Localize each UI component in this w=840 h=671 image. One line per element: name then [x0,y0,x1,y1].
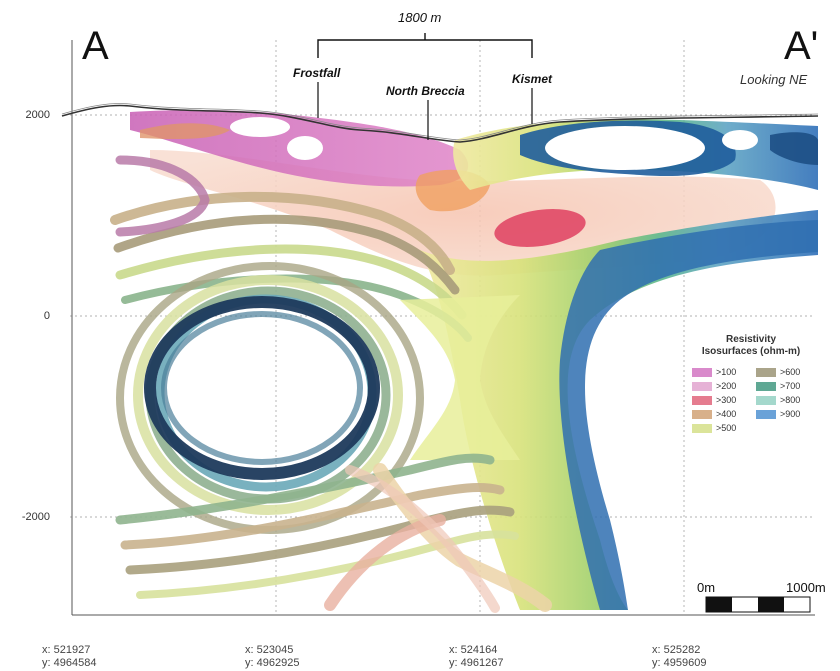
legend-label: >200 [716,381,736,391]
legend-item: >400 [692,408,756,420]
view-direction: Looking NE [740,72,807,87]
legend-item: >500 [692,422,756,434]
legend-swatch [756,382,776,391]
legend-label: >400 [716,409,736,419]
legend-label: >900 [780,409,800,419]
legend-swatch [692,424,712,433]
coord-y-4: y: 4959609 [652,656,706,670]
legend-item: >800 [756,394,820,406]
resistive-hole-kismet [545,126,705,170]
scale-bar-end: 1000m [786,580,826,595]
legend-title-line2: Isosurfaces (ohm-m) [686,346,816,358]
legend: Resistivity Isosurfaces (ohm-m) >100 >600… [686,334,816,434]
target-label-kismet: Kismet [512,72,552,86]
resistive-hole-frostfall [230,117,290,137]
coord-y-2: y: 4962925 [245,656,299,670]
resistive-hole-right [722,130,758,150]
scale-bar-start: 0m [697,580,715,595]
legend-grid: >100 >600 >200 >700 >300 >800 >400 >900 >500 [686,366,816,434]
legend-label: >100 [716,367,736,377]
section-start-label: A [82,26,109,66]
legend-label: >500 [716,423,736,433]
target-label-frostfall: Frostfall [293,66,340,80]
legend-item: >900 [756,408,820,420]
legend-item: >700 [756,380,820,392]
elevation-label-2000: 2000 [0,109,50,121]
target-label-north-breccia: North Breccia [386,84,465,98]
elevation-label-minus-2000: -2000 [0,511,50,523]
legend-swatch [756,396,776,405]
legend-swatch [756,368,776,377]
legend-swatch [692,410,712,419]
isosurface-rings [120,266,420,530]
coord-x-2: x: 523045 [245,643,293,657]
span-bracket [318,33,532,58]
legend-swatch [692,396,712,405]
legend-item: >200 [692,380,756,392]
legend-title-line1: Resistivity [686,334,816,346]
coord-x-4: x: 525282 [652,643,700,657]
legend-item: >100 [692,366,756,378]
elevation-label-0: 0 [0,310,50,322]
legend-swatch [756,410,776,419]
legend-label: >300 [716,395,736,405]
legend-swatch [692,368,712,377]
coord-x-3: x: 524164 [449,643,497,657]
legend-label: >700 [780,381,800,391]
section-end-label: A' [784,26,818,66]
coord-y-3: y: 4961267 [449,656,503,670]
scale-bar [706,597,810,612]
resistive-hole-breccia [287,136,323,160]
coord-y-1: y: 4964584 [42,656,96,670]
legend-item: >600 [756,366,820,378]
legend-label: >800 [780,395,800,405]
legend-label: >600 [780,367,800,377]
legend-item: >300 [692,394,756,406]
legend-swatch [692,382,712,391]
span-label: 1800 m [398,10,441,25]
coord-x-1: x: 521927 [42,643,90,657]
